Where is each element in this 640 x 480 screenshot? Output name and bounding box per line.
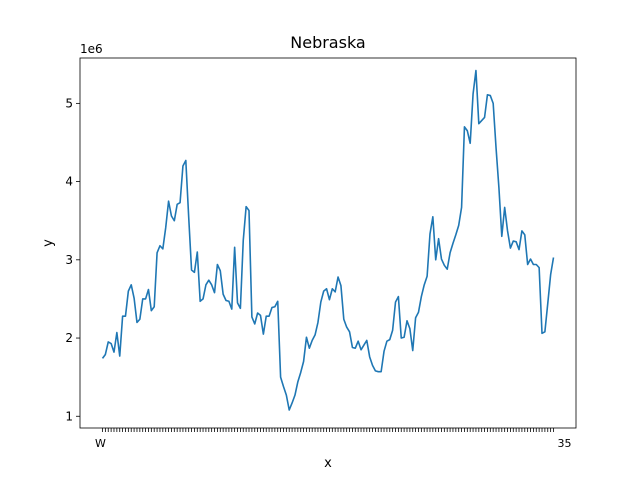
y-offset-label: 1e6 [80,42,103,56]
series-line [101,69,555,411]
y-axis-label: y [41,239,56,247]
chart-title: Nebraska [290,33,365,52]
x-axis-label: x [324,456,332,471]
y-tick-label: 5 [65,96,73,110]
y-tick-label: 2 [65,331,73,345]
axes-frame [79,57,577,429]
x-tick-label-first: W [95,437,106,450]
y-tick-label: 4 [65,175,73,189]
plot-area [80,58,576,428]
y-tick-label: 1 [65,409,73,423]
y-tick-label: 3 [65,253,73,267]
x-tick-label-last: 35 [558,437,572,450]
